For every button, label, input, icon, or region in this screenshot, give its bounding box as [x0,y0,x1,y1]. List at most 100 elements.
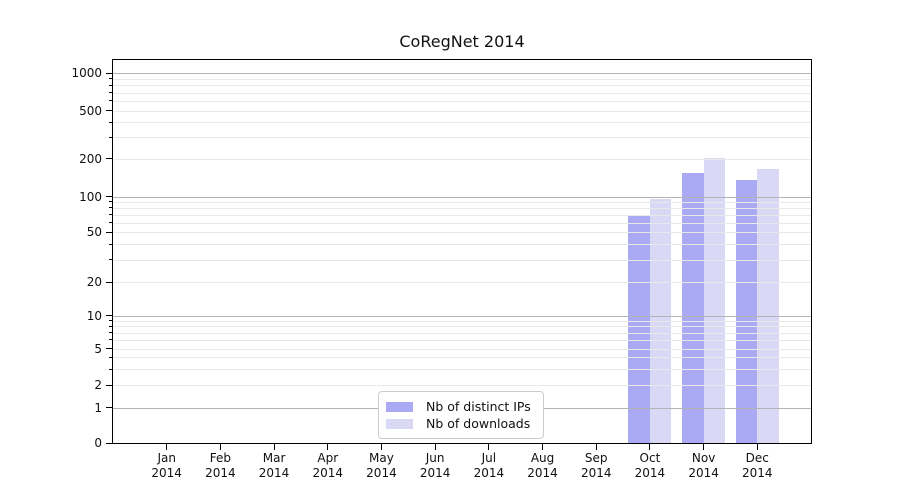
gridline-50 [113,232,811,233]
y-tick-label-200: 200 [79,151,102,166]
y-tick-label-0: 0 [94,436,102,450]
y-tick-mark-2 [106,384,112,386]
x-tick-label-nov: Nov 2014 [674,451,734,481]
gridline-30 [113,259,811,261]
y-minor-tick-mark-40 [109,243,112,245]
x-tick-label-dec: Dec 2014 [727,451,787,481]
gridline-300 [113,137,811,139]
gridline-20 [113,282,811,283]
y-minor-tick-mark-80 [109,207,112,209]
gridline-5 [113,348,811,350]
x-tick-mark-jun [434,444,436,450]
legend-swatch-downloads-icon [386,418,413,429]
x-tick-month-text: Oct [639,451,661,465]
bar-dec-ips [735,180,758,443]
gridline-1000 [113,73,811,75]
x-tick-year-text: 2014 [634,466,666,480]
gridline-6 [113,339,811,341]
y-minor-tick-mark-400 [109,121,112,123]
x-tick-mark-nov [703,444,705,450]
x-tick-year-text: 2014 [312,466,344,480]
x-tick-year-text: 2014 [742,466,773,480]
gridline-500 [113,110,811,112]
y-tick-label-20: 20 [86,275,102,289]
gridline-900 [113,78,811,80]
x-tick-label-jan: Jan 2014 [137,451,197,481]
x-tick-month-text: Aug [530,451,555,465]
y-minor-tick-mark-3 [109,368,112,370]
x-tick-year-text: 2014 [580,466,612,480]
x-tick-month-text: Sep [584,451,608,465]
y-tick-mark-50 [106,231,112,233]
y-tick-label-1000: 1000 [71,66,102,81]
gridline-800 [113,85,811,87]
x-tick-year-text: 2014 [527,466,558,480]
y-minor-tick-mark-800 [109,84,112,86]
y-tick-label-500: 500 [79,103,102,118]
gridline-60 [113,222,811,224]
x-tick-month-text: Mar [262,451,286,465]
x-tick-mark-jul [488,444,490,450]
x-tick-year-text: 2014 [473,466,505,480]
y-minor-tick-mark-900 [109,78,112,80]
y-minor-tick-mark-6 [109,339,112,341]
x-tick-label-sep: Sep 2014 [566,451,626,481]
y-tick-label-50: 50 [86,225,102,239]
gridline-3 [113,369,811,371]
gridline-7 [113,332,811,334]
y-minor-tick-mark-700 [109,92,112,94]
x-tick-month-text: Jan [157,451,176,465]
x-tick-label-may: May 2014 [351,451,411,481]
x-tick-label-oct: Oct 2014 [620,451,680,481]
bar-dec-downloads [757,168,779,443]
y-tick-mark-200 [106,158,112,160]
legend-swatch-distinct-ips-icon [386,401,413,412]
x-tick-mark-dec [756,444,758,450]
x-tick-mark-oct [649,444,651,450]
x-tick-mark-apr [327,444,329,450]
gridlines-layer [113,60,811,443]
x-tick-mark-may [380,444,382,450]
x-tick-label-jul: Jul 2014 [459,451,519,481]
y-minor-tick-mark-8 [109,325,112,327]
gridline-9 [113,320,811,322]
x-tick-mark-aug [542,444,544,450]
gridline-2 [113,385,811,387]
y-tick-label-1: 1 [94,400,102,415]
y-minor-tick-mark-90 [109,201,112,203]
x-tick-month-text: Feb [209,451,231,465]
x-tick-mark-sep [595,444,597,450]
gridline-100 [113,196,811,198]
gridline-400 [113,122,811,124]
x-tick-month-text: Jul [481,451,497,465]
chart-title: CoRegNet 2014 [399,32,525,51]
bar-nov-ips [682,172,704,443]
x-tick-month-text: Jun [425,451,445,465]
gridline-4 [113,357,811,359]
y-minor-tick-mark-60 [109,222,112,224]
y-tick-label-100: 100 [79,189,102,204]
y-tick-mark-10 [106,315,112,317]
gridline-90 [113,201,811,203]
x-tick-label-aug: Aug 2014 [513,451,573,481]
x-tick-month-text: May [369,451,394,465]
x-tick-mark-mar [273,444,275,450]
y-tick-mark-1 [106,407,112,408]
gridline-700 [113,92,811,94]
x-tick-mark-feb [219,444,221,450]
y-minor-tick-mark-4 [109,356,112,358]
x-tick-mark-jan [166,444,168,450]
gridline-600 [113,100,811,102]
x-tick-year-text: 2014 [688,466,719,480]
x-tick-label-mar: Mar 2014 [244,451,304,481]
x-tick-year-text: 2014 [419,466,451,480]
y-tick-mark-5 [106,348,112,349]
plot-area [113,60,811,443]
x-tick-year-text: 2014 [151,466,182,480]
y-minor-tick-mark-9 [109,320,112,322]
gridline-70 [113,214,811,216]
legend-label-distinct-ips: Nb of distinct IPs [426,399,531,414]
legend: Nb of distinct IPs Nb of downloads [378,391,544,439]
y-minor-tick-mark-7 [109,332,112,334]
